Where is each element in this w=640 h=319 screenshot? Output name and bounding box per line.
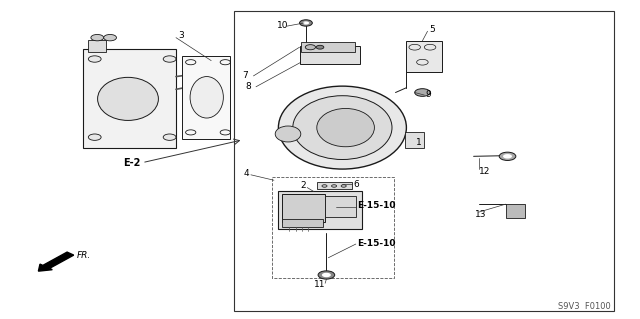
Circle shape [499, 152, 516, 160]
Text: S9V3  F0100: S9V3 F0100 [559, 302, 611, 311]
Bar [405, 132, 424, 148]
Text: 2: 2 [301, 182, 307, 190]
Text: 6: 6 [353, 180, 359, 189]
Bar [234, 11, 614, 311]
Bar [300, 46, 360, 64]
Ellipse shape [97, 77, 159, 120]
Circle shape [91, 34, 104, 41]
Circle shape [322, 185, 327, 187]
Circle shape [415, 89, 430, 96]
Circle shape [316, 45, 324, 49]
Bar [182, 56, 230, 139]
Ellipse shape [275, 126, 301, 142]
Bar [278, 191, 362, 229]
Ellipse shape [293, 96, 392, 160]
Bar [282, 194, 325, 222]
Circle shape [322, 273, 331, 277]
Circle shape [303, 57, 316, 64]
Text: E-15-10: E-15-10 [357, 239, 396, 248]
Bar [272, 177, 394, 278]
Circle shape [303, 21, 309, 25]
Circle shape [332, 185, 337, 187]
Ellipse shape [190, 77, 223, 118]
Bar [88, 40, 106, 52]
Bar [506, 204, 525, 218]
Text: 11: 11 [314, 280, 326, 289]
Bar [325, 196, 356, 217]
Text: 10: 10 [276, 21, 288, 30]
Bar [406, 41, 442, 72]
Text: 13: 13 [475, 210, 486, 219]
Text: 7: 7 [242, 71, 248, 80]
Circle shape [163, 134, 176, 140]
Circle shape [408, 136, 421, 142]
FancyArrow shape [38, 252, 74, 271]
Circle shape [305, 45, 316, 50]
Bar [83, 49, 176, 148]
Text: 4: 4 [243, 169, 249, 178]
Bar [301, 42, 355, 52]
Text: 1: 1 [416, 138, 422, 147]
Circle shape [88, 56, 101, 62]
Ellipse shape [317, 108, 374, 147]
Circle shape [300, 20, 312, 26]
Bar [317, 182, 352, 189]
Text: 5: 5 [429, 25, 435, 34]
Circle shape [104, 34, 116, 41]
Bar [282, 219, 323, 227]
Text: 9: 9 [426, 90, 431, 99]
Circle shape [318, 271, 335, 279]
Circle shape [503, 154, 512, 159]
Text: FR.: FR. [77, 251, 91, 260]
Text: 3: 3 [178, 31, 184, 40]
Circle shape [341, 185, 346, 187]
Text: E-2: E-2 [123, 158, 140, 168]
Text: E-15-10: E-15-10 [357, 201, 396, 210]
Circle shape [306, 59, 312, 62]
Circle shape [163, 56, 176, 62]
Text: 8: 8 [245, 82, 251, 91]
Ellipse shape [278, 86, 406, 169]
Text: 12: 12 [479, 167, 490, 176]
Circle shape [88, 134, 101, 140]
